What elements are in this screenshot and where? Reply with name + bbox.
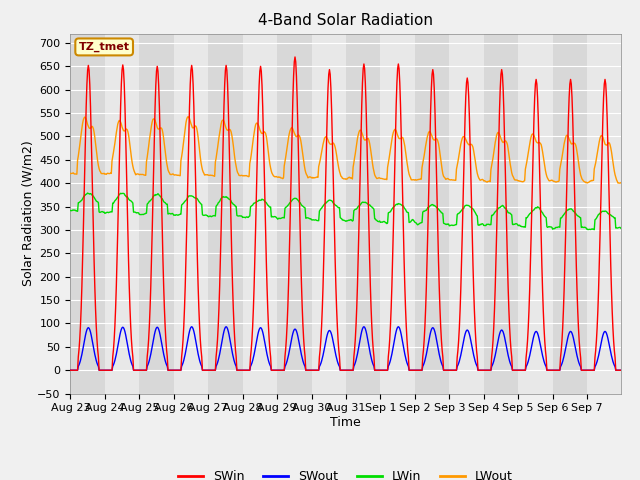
- Title: 4-Band Solar Radiation: 4-Band Solar Radiation: [258, 13, 433, 28]
- X-axis label: Time: Time: [330, 416, 361, 429]
- Bar: [587, 34, 621, 394]
- Y-axis label: Solar Radiation (W/m2): Solar Radiation (W/m2): [22, 141, 35, 287]
- Bar: [277, 34, 312, 394]
- Bar: [105, 34, 140, 394]
- Bar: [518, 34, 552, 394]
- Bar: [173, 34, 208, 394]
- Bar: [380, 34, 415, 394]
- Bar: [312, 34, 346, 394]
- Bar: [208, 34, 243, 394]
- Text: TZ_tmet: TZ_tmet: [79, 42, 130, 52]
- Bar: [70, 34, 105, 394]
- Bar: [415, 34, 449, 394]
- Bar: [552, 34, 587, 394]
- Bar: [243, 34, 277, 394]
- Bar: [140, 34, 173, 394]
- Bar: [484, 34, 518, 394]
- Bar: [449, 34, 484, 394]
- Legend: SWin, SWout, LWin, LWout: SWin, SWout, LWin, LWout: [173, 465, 518, 480]
- Bar: [346, 34, 380, 394]
